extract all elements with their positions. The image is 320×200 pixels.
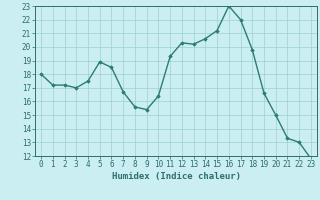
X-axis label: Humidex (Indice chaleur): Humidex (Indice chaleur) bbox=[111, 172, 241, 181]
